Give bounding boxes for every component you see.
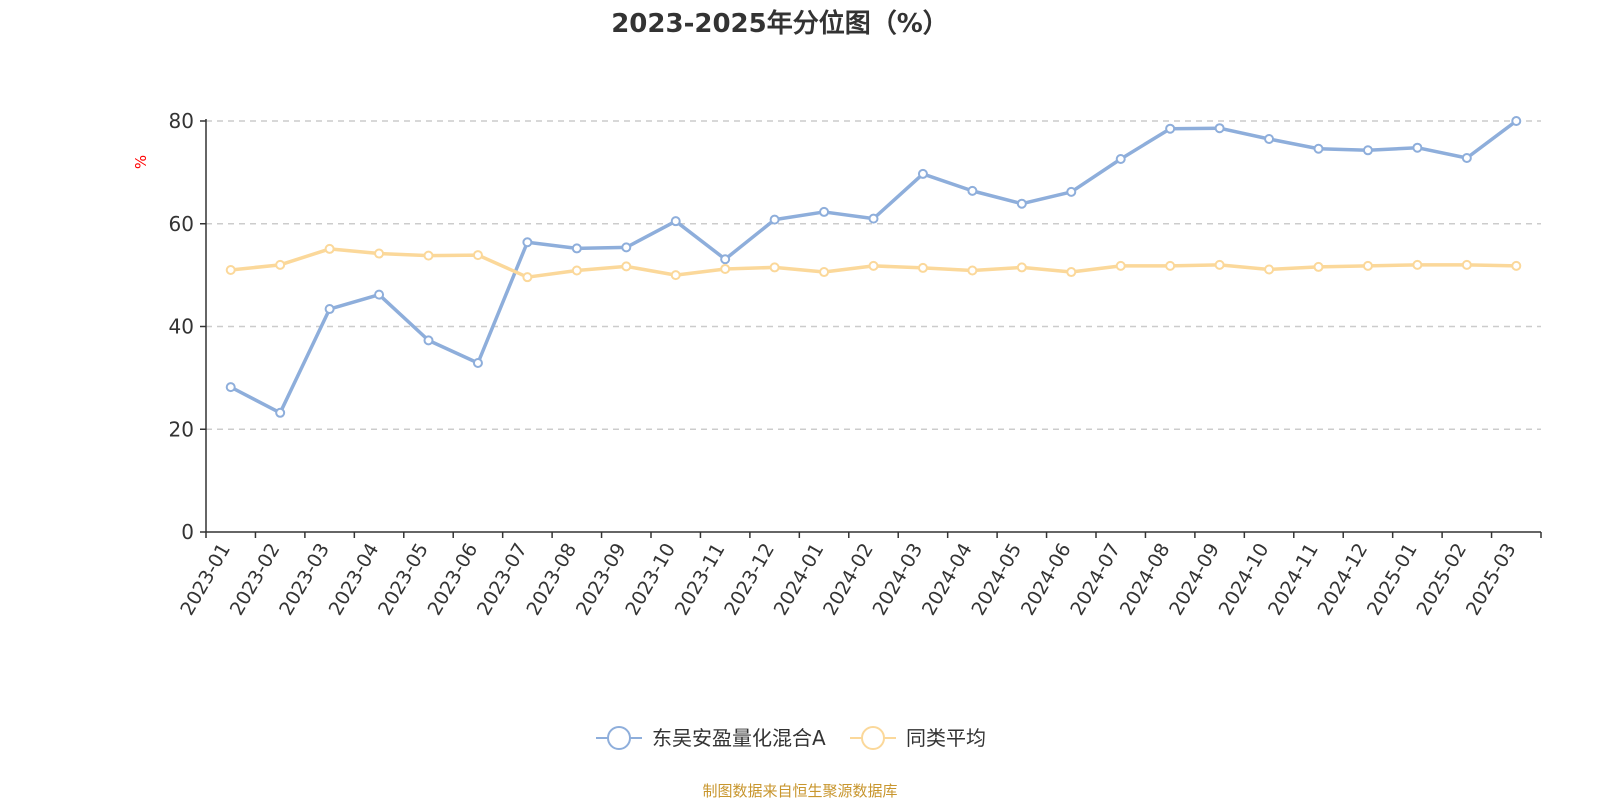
data-point <box>769 214 780 225</box>
data-point <box>1313 143 1324 154</box>
data-point <box>1264 264 1275 275</box>
data-point <box>1066 267 1077 278</box>
legend-item-0[interactable]: 东吴安盈量化混合A <box>596 726 826 750</box>
data-point <box>720 263 731 274</box>
data-point <box>522 237 533 248</box>
data-point <box>571 243 582 254</box>
data-point <box>1461 259 1472 270</box>
data-point <box>423 335 434 346</box>
data-point <box>967 185 978 196</box>
data-point <box>374 248 385 259</box>
data-point <box>1214 123 1225 134</box>
data-point <box>1362 260 1373 271</box>
data-point <box>917 262 928 273</box>
data-point <box>225 382 236 393</box>
data-point <box>423 250 434 261</box>
y-tick-label: 80 <box>169 109 194 133</box>
data-point <box>1313 261 1324 272</box>
data-point <box>1264 133 1275 144</box>
legend-marker-icon <box>607 726 631 750</box>
data-point <box>275 259 286 270</box>
y-tick-label: 20 <box>169 417 194 441</box>
legend-label: 同类平均 <box>906 726 986 750</box>
data-point <box>225 264 236 275</box>
data-point <box>1511 260 1522 271</box>
data-point <box>1214 259 1225 270</box>
data-point <box>522 272 533 283</box>
data-point <box>720 254 731 265</box>
data-point <box>275 407 286 418</box>
data-point <box>967 265 978 276</box>
y-tick-label: 0 <box>181 520 194 544</box>
legend-item-1[interactable]: 同类平均 <box>850 726 986 750</box>
data-point <box>472 357 483 368</box>
data-point <box>472 250 483 261</box>
series-group <box>225 116 1522 418</box>
data-point <box>621 261 632 272</box>
x-tick-label: 2025-03 <box>1462 540 1521 620</box>
chart-title: 2023-2025年分位图（%） <box>611 8 949 39</box>
data-point <box>1066 186 1077 197</box>
data-point <box>1511 116 1522 126</box>
data-point <box>819 267 830 278</box>
data-point <box>571 265 582 276</box>
data-point <box>374 289 385 300</box>
y-tick-label: 40 <box>169 315 194 339</box>
data-point <box>1115 154 1126 165</box>
data-point <box>1115 260 1126 271</box>
data-point <box>769 262 780 273</box>
y-tick-label: 60 <box>169 212 194 236</box>
data-point <box>670 270 681 281</box>
data-point <box>1016 198 1027 209</box>
gridlines <box>206 120 1541 430</box>
data-point <box>621 242 632 253</box>
data-point <box>1362 145 1373 156</box>
data-point <box>1165 260 1176 271</box>
data-point <box>324 243 335 254</box>
legend-marker-icon <box>861 726 885 750</box>
data-point <box>1461 152 1472 163</box>
data-point <box>819 206 830 217</box>
y-axis-unit-label: % <box>132 155 150 169</box>
legend-label: 东吴安盈量化混合A <box>652 726 826 750</box>
data-point <box>1165 123 1176 134</box>
legend[interactable]: 东吴安盈量化混合A 同类平均 <box>596 726 986 750</box>
data-point <box>868 260 879 271</box>
data-point <box>1016 262 1027 273</box>
source-note: 制图数据来自恒生聚源数据库 <box>702 782 897 800</box>
data-point <box>868 213 879 224</box>
data-point <box>1412 259 1423 270</box>
axes: 0204060802023-012023-022023-032023-04202… <box>169 109 1542 620</box>
data-point <box>1412 142 1423 153</box>
data-point <box>324 304 335 315</box>
data-point <box>917 168 928 179</box>
data-point <box>670 216 681 227</box>
